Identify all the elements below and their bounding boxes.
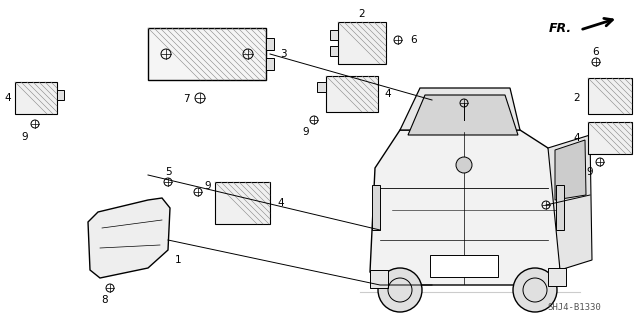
Text: 6: 6 xyxy=(410,35,417,45)
Text: SHJ4-B1330: SHJ4-B1330 xyxy=(547,303,601,313)
Bar xyxy=(372,185,380,230)
Polygon shape xyxy=(400,88,520,130)
Text: 9: 9 xyxy=(587,167,593,177)
Polygon shape xyxy=(548,135,592,270)
Text: 1: 1 xyxy=(175,255,182,265)
Text: 4: 4 xyxy=(4,93,11,103)
Bar xyxy=(548,268,566,286)
Bar xyxy=(317,82,326,92)
Bar xyxy=(266,38,274,50)
Bar xyxy=(266,58,274,70)
Bar xyxy=(57,90,64,100)
Text: 4: 4 xyxy=(277,198,284,208)
Circle shape xyxy=(456,157,472,173)
Text: 4: 4 xyxy=(573,133,580,143)
Text: 6: 6 xyxy=(593,47,599,57)
Circle shape xyxy=(378,268,422,312)
Polygon shape xyxy=(555,140,586,200)
Text: 5: 5 xyxy=(164,167,172,177)
Text: 4: 4 xyxy=(384,89,390,99)
Bar xyxy=(326,76,378,112)
Text: FR.: FR. xyxy=(549,21,572,34)
Bar xyxy=(330,46,338,56)
Text: 9: 9 xyxy=(22,132,28,142)
Bar xyxy=(588,122,632,154)
Text: 9: 9 xyxy=(303,127,309,137)
Polygon shape xyxy=(408,95,518,135)
Polygon shape xyxy=(370,130,560,285)
Text: 7: 7 xyxy=(184,94,190,104)
Bar xyxy=(15,82,57,114)
Circle shape xyxy=(513,268,557,312)
Bar xyxy=(338,22,386,64)
Text: 8: 8 xyxy=(102,295,108,305)
Polygon shape xyxy=(88,198,170,278)
Bar xyxy=(148,28,266,80)
Bar xyxy=(215,182,270,224)
Text: 9: 9 xyxy=(204,181,211,191)
Text: 2: 2 xyxy=(358,9,365,19)
Bar xyxy=(430,255,498,277)
Text: 3: 3 xyxy=(280,49,287,59)
Bar xyxy=(588,78,632,114)
Text: 2: 2 xyxy=(573,93,580,103)
Bar xyxy=(556,185,564,230)
Bar xyxy=(370,270,388,288)
Bar xyxy=(330,30,338,40)
